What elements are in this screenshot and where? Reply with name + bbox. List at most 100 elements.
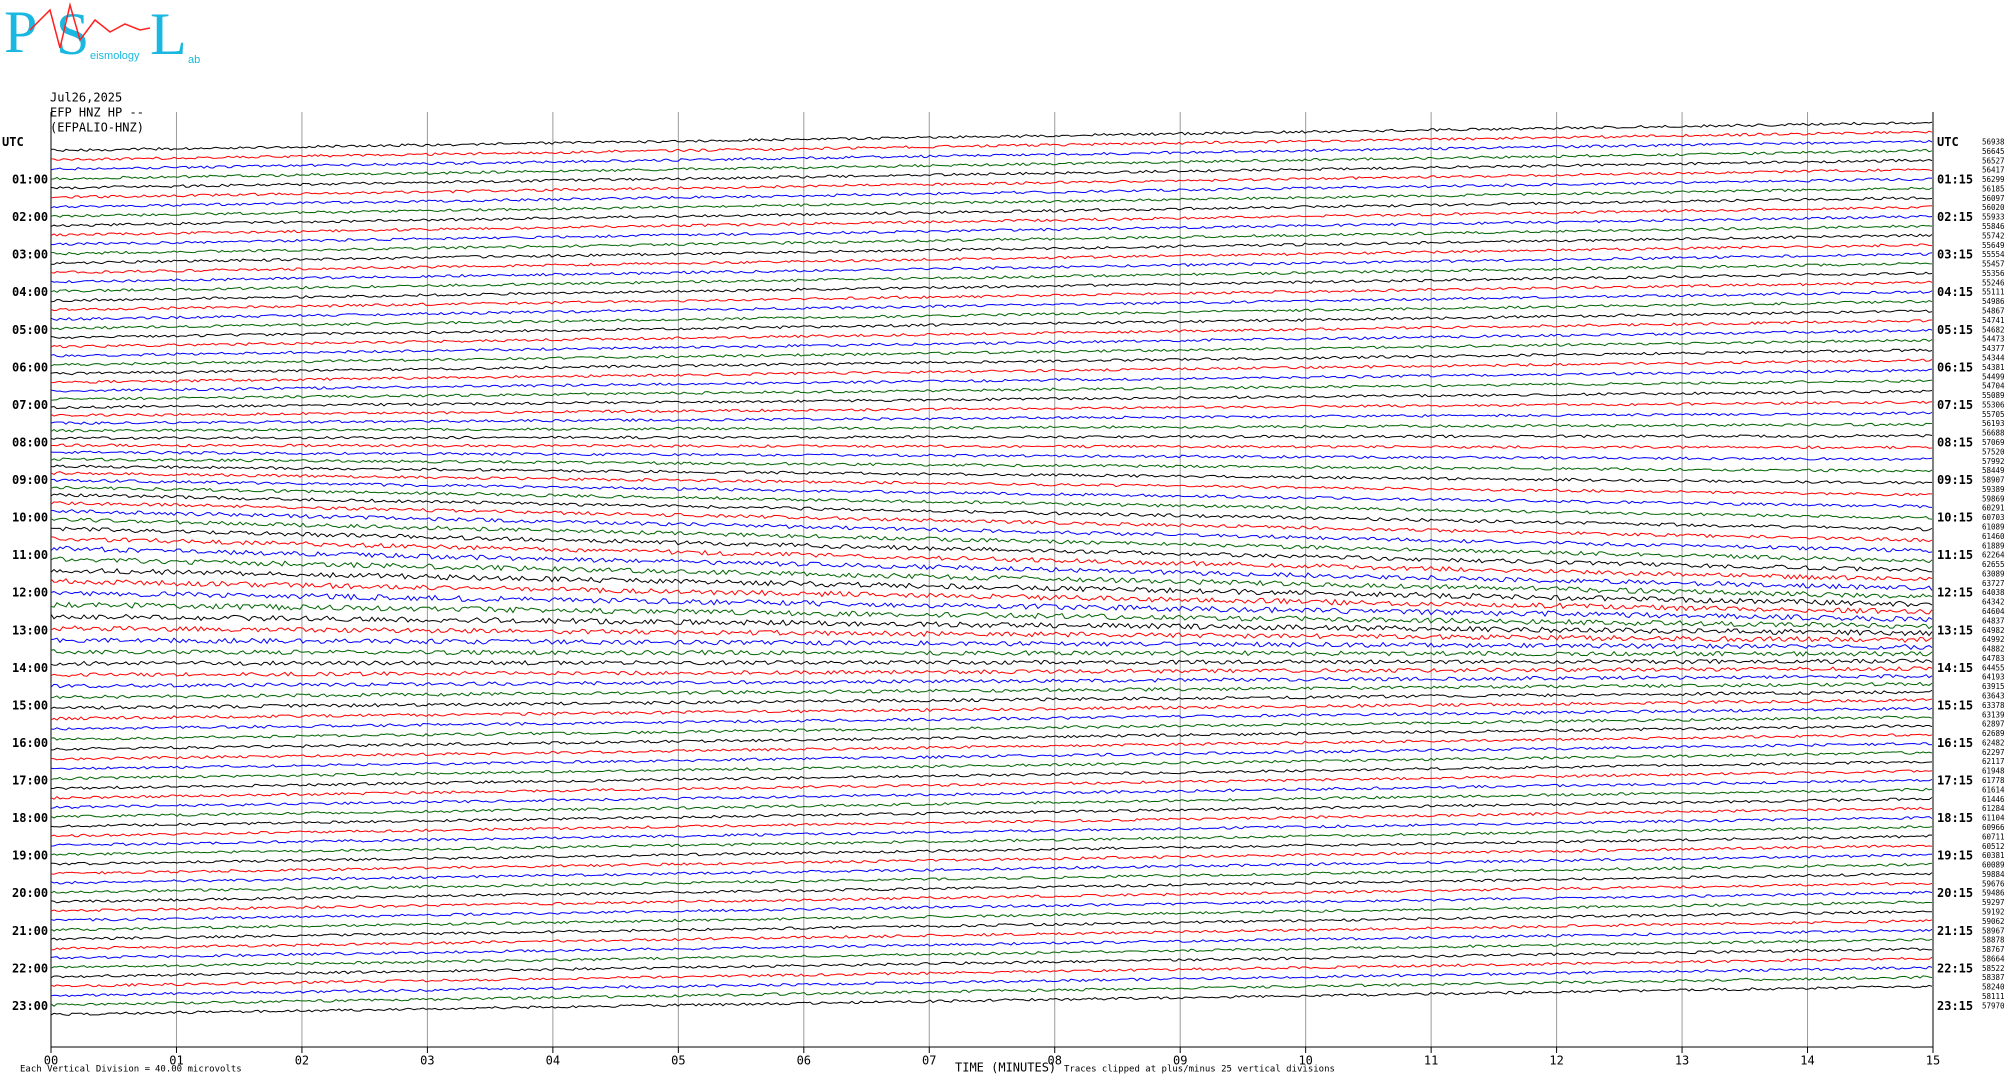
trace (51, 358, 1933, 384)
trace (50, 658, 1933, 666)
trace-count: 62655 (1982, 560, 2005, 569)
trace (50, 177, 1933, 209)
trace-count: 57520 (1982, 447, 2005, 456)
trace-count: 58967 (1982, 926, 2005, 935)
trace-count: 59062 (1982, 917, 2005, 926)
trace-count: 55089 (1982, 391, 2005, 400)
trace (50, 379, 1933, 401)
trace (50, 947, 1933, 979)
right-hour-label: 21:15 (1937, 924, 1973, 938)
right-hour-label: 23:15 (1937, 999, 1973, 1013)
trace-count: 55846 (1982, 222, 2005, 231)
right-hour-label: 15:15 (1937, 698, 1973, 712)
trace (50, 411, 1933, 425)
traces (50, 121, 1933, 1016)
trace (50, 751, 1933, 781)
trace-count: 62897 (1982, 720, 2005, 729)
trace-count: 58449 (1982, 466, 2005, 475)
trace-count: 60711 (1982, 832, 2005, 841)
left-hour-label: 02:00 (12, 210, 48, 224)
right-hour-label: UTC (1937, 135, 1959, 149)
x-tick-label: 06 (797, 1054, 811, 1068)
trace-count: 61104 (1982, 814, 2005, 823)
trace-count: 63139 (1982, 710, 2005, 719)
x-tick-label: 03 (420, 1054, 434, 1068)
trace-count: 58767 (1982, 945, 2005, 954)
x-tick-label: 10 (1298, 1054, 1312, 1068)
right-hour-label: 12:15 (1937, 586, 1973, 600)
trace (50, 689, 1933, 710)
trace-count: 58387 (1982, 973, 2005, 982)
left-hour-label: 23:00 (12, 999, 48, 1013)
trace (50, 186, 1933, 218)
right-hour-label: 22:15 (1937, 961, 1973, 975)
trace (50, 698, 1933, 721)
trace (50, 956, 1933, 988)
left-hour-label: 19:00 (12, 849, 48, 863)
trace-count: 55933 (1982, 213, 2005, 222)
trace-count: 58240 (1982, 983, 2005, 992)
x-tick-label: 11 (1424, 1054, 1438, 1068)
trace (50, 309, 1933, 340)
trace (50, 233, 1933, 265)
right-hour-label: 08:15 (1937, 435, 1973, 449)
right-hour-label: 10:15 (1937, 511, 1973, 525)
x-tick-label: 05 (671, 1054, 685, 1068)
trace-count: 55246 (1982, 278, 2005, 287)
trace (50, 910, 1933, 941)
right-hour-label: 02:15 (1937, 210, 1973, 224)
trace-count: 64982 (1982, 626, 2005, 635)
trace-count: 63643 (1982, 692, 2005, 701)
trace (50, 536, 1933, 581)
trace-count: 61614 (1982, 785, 2005, 794)
trace-count: 61446 (1982, 795, 2005, 804)
trace (50, 649, 1933, 657)
trace (50, 492, 1933, 532)
trace (50, 928, 1933, 960)
trace (50, 509, 1933, 554)
left-hour-label: 22:00 (12, 961, 48, 975)
trace (50, 724, 1933, 751)
trace-count: 61889 (1982, 541, 2005, 550)
trace (50, 501, 1933, 543)
trace-count: 58111 (1982, 992, 2005, 1001)
trace (50, 853, 1933, 885)
trace-count: 59297 (1982, 898, 2005, 907)
left-hour-label: 10:00 (12, 511, 48, 525)
trace-count: 62689 (1982, 729, 2005, 738)
x-tick-label: 09 (1173, 1054, 1187, 1068)
left-hour-label: 21:00 (12, 924, 48, 938)
clip-note: Traces clipped at plus/minus 25 vertical… (1064, 1065, 1335, 1075)
x-tick-label: 14 (1800, 1054, 1814, 1068)
trace (50, 556, 1933, 599)
trace (50, 214, 1933, 246)
channel: EFP HNZ HP -- (50, 106, 144, 120)
trace-count: 63378 (1982, 701, 2005, 710)
trace (50, 715, 1933, 741)
trace-count: 54473 (1982, 335, 2005, 344)
trace (50, 471, 1933, 497)
trace (50, 637, 1933, 651)
trace-count: 56417 (1982, 166, 2005, 175)
trace-count: 55705 (1982, 410, 2005, 419)
trace-count: 64038 (1982, 588, 2005, 597)
x-tick-label: 02 (295, 1054, 309, 1068)
trace-count: 54741 (1982, 316, 2005, 325)
trace-count: 61089 (1982, 522, 2005, 531)
trace-count: 54867 (1982, 307, 2005, 316)
trace (50, 975, 1933, 1007)
trace (50, 243, 1933, 274)
trace-count: 54344 (1982, 353, 2005, 362)
x-tick-label: 07 (922, 1054, 936, 1068)
left-hour-label: 09:00 (12, 473, 48, 487)
x-tick-label: 13 (1675, 1054, 1689, 1068)
right-hour-label: 11:15 (1937, 548, 1973, 562)
right-hour-label: 14:15 (1937, 661, 1973, 675)
logo-wave (29, 2, 151, 49)
left-hour-label: 01:00 (12, 173, 48, 187)
trace-count: 62117 (1982, 757, 2005, 766)
trace-count: 64193 (1982, 673, 2005, 682)
trace (50, 130, 1933, 161)
trace-count: 58664 (1982, 954, 2005, 963)
